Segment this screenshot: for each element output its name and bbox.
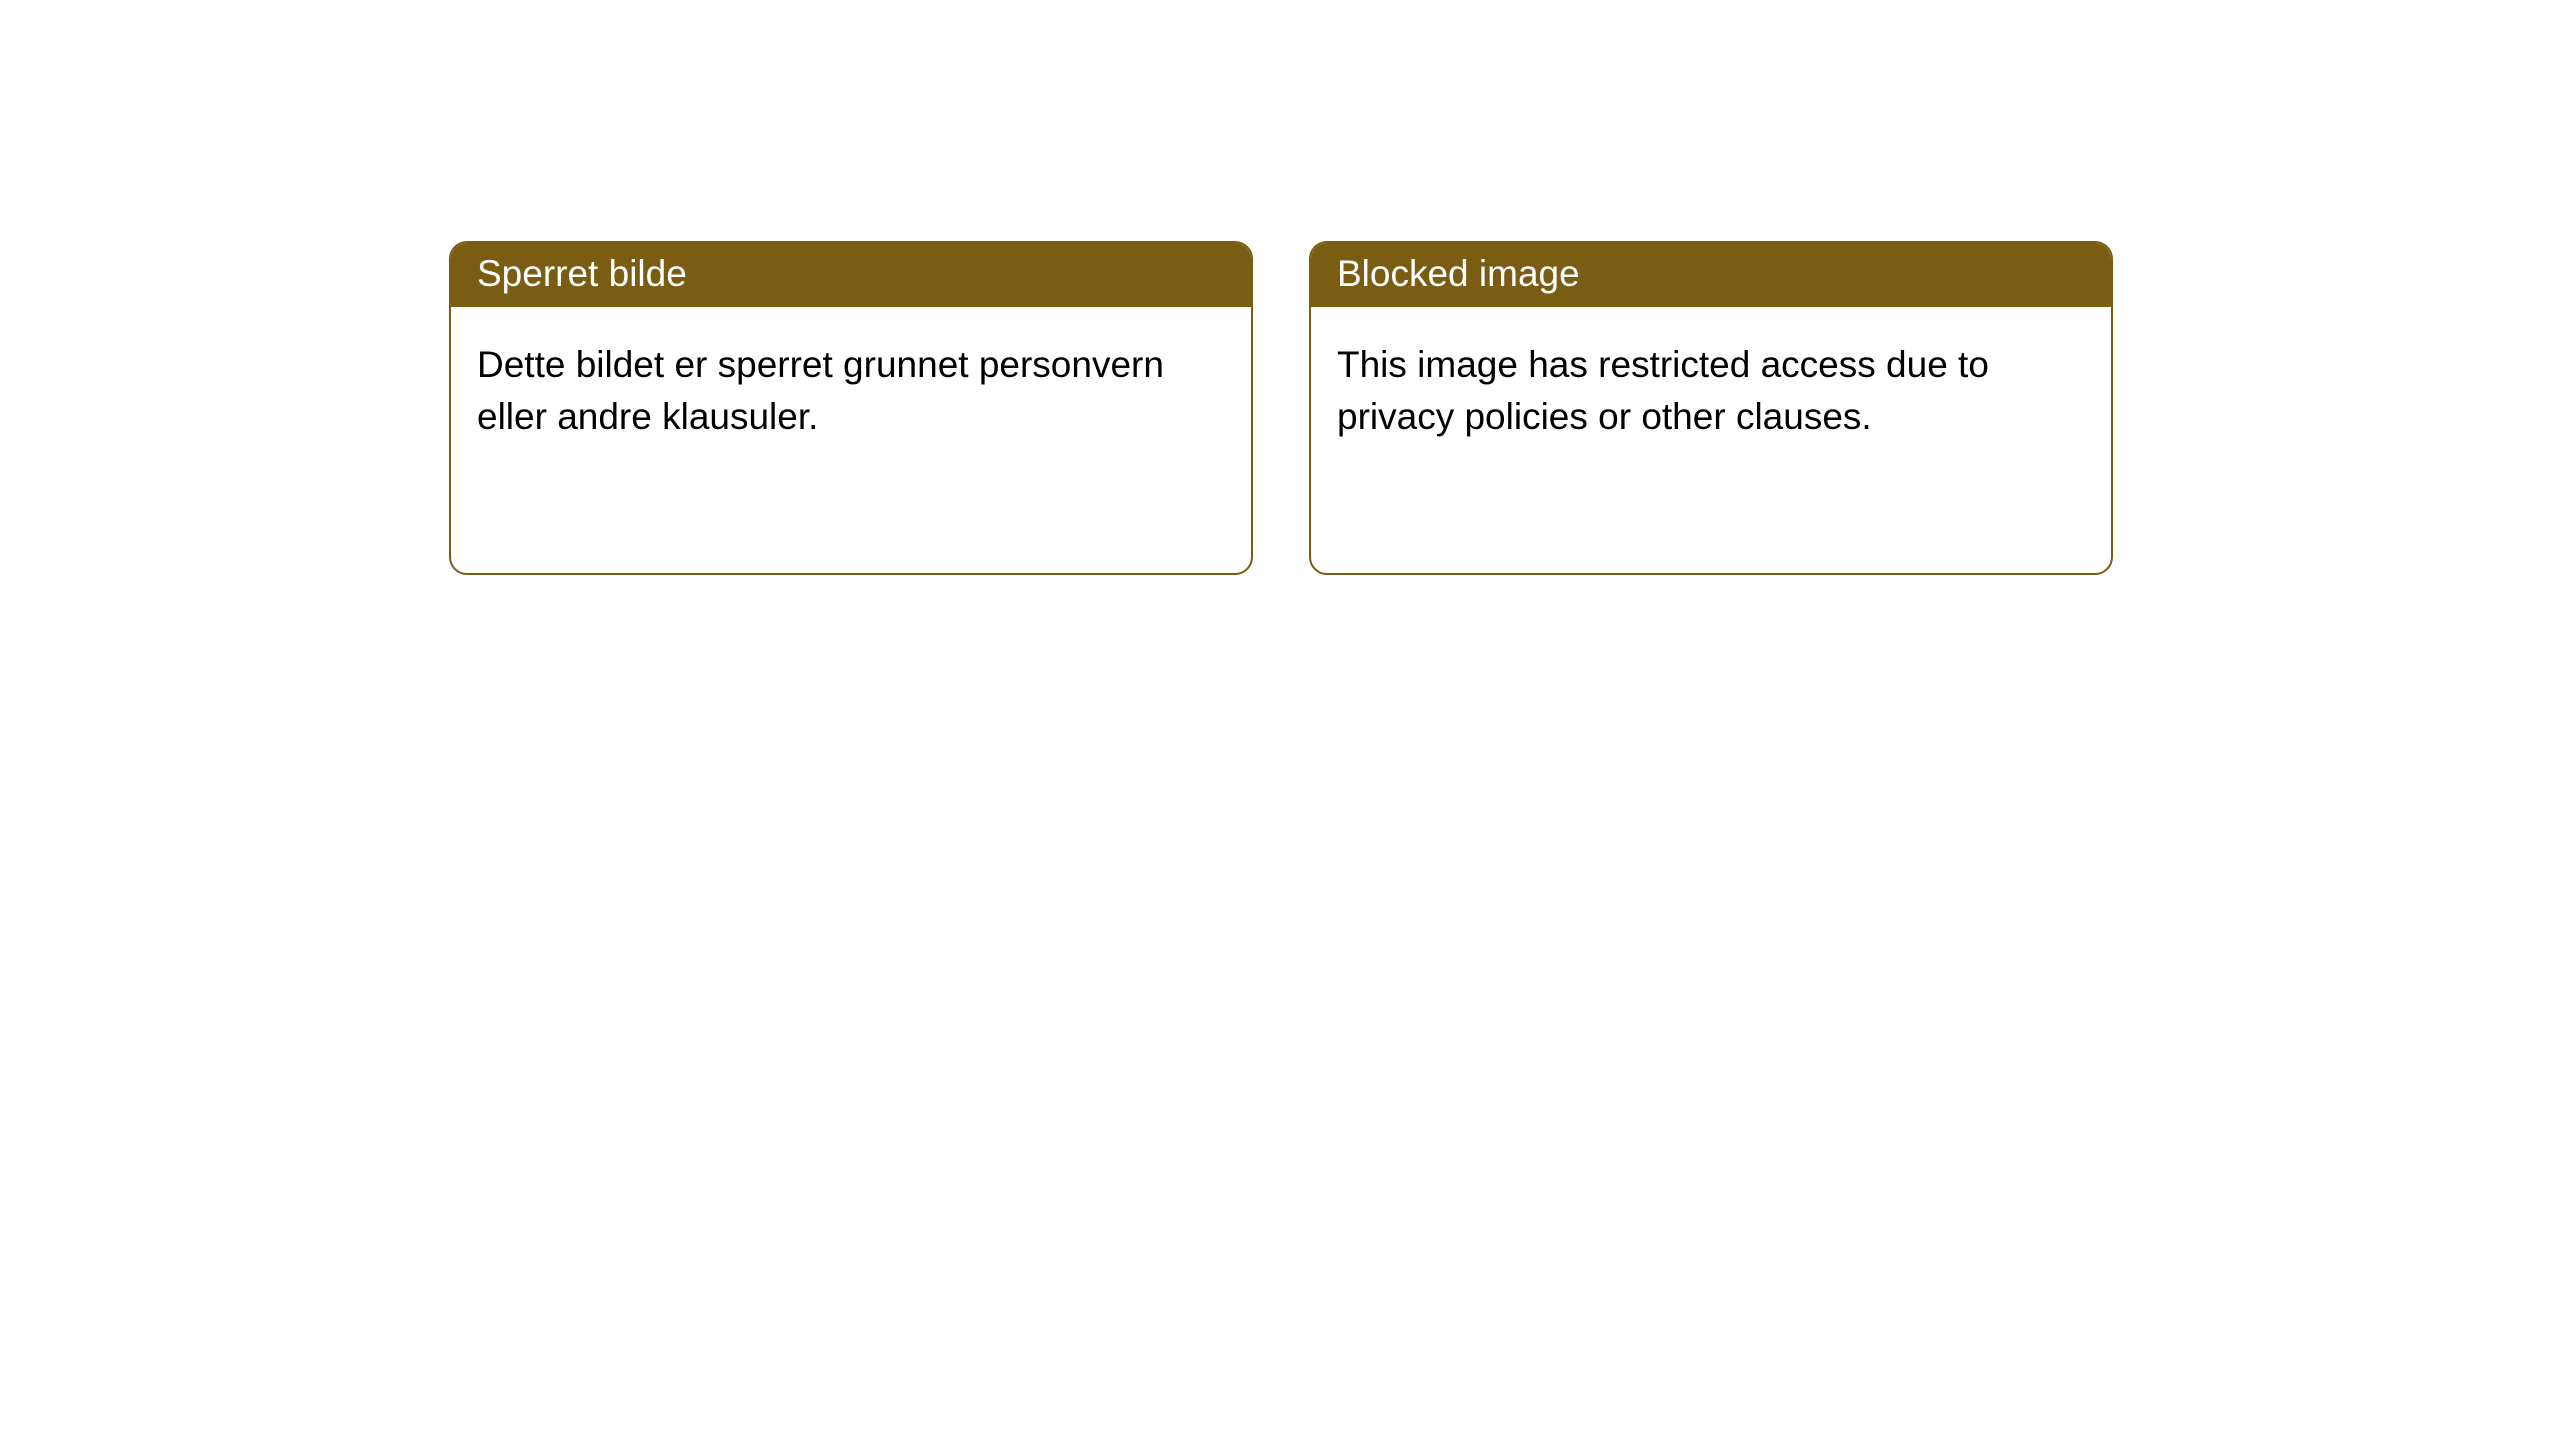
card-body: Dette bildet er sperret grunnet personve…	[451, 307, 1251, 475]
card-header: Sperret bilde	[451, 243, 1251, 307]
card-norwegian: Sperret bilde Dette bildet er sperret gr…	[449, 241, 1253, 575]
card-body: This image has restricted access due to …	[1311, 307, 2111, 475]
card-english: Blocked image This image has restricted …	[1309, 241, 2113, 575]
card-title: Blocked image	[1337, 253, 1580, 294]
cards-container: Sperret bilde Dette bildet er sperret gr…	[449, 241, 2113, 575]
card-body-text: This image has restricted access due to …	[1337, 344, 1989, 437]
card-title: Sperret bilde	[477, 253, 687, 294]
card-header: Blocked image	[1311, 243, 2111, 307]
card-body-text: Dette bildet er sperret grunnet personve…	[477, 344, 1164, 437]
